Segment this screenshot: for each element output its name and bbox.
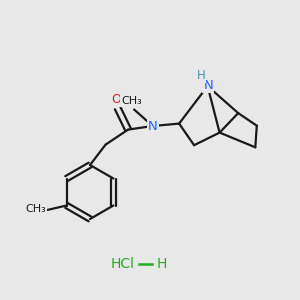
Text: H: H	[196, 69, 206, 82]
Text: CH₃: CH₃	[121, 96, 142, 106]
Text: O: O	[111, 93, 121, 106]
Text: N: N	[148, 119, 158, 133]
Text: CH₃: CH₃	[25, 204, 46, 214]
Text: H: H	[157, 257, 167, 271]
Text: HCl: HCl	[111, 257, 135, 271]
Text: N: N	[203, 79, 213, 92]
